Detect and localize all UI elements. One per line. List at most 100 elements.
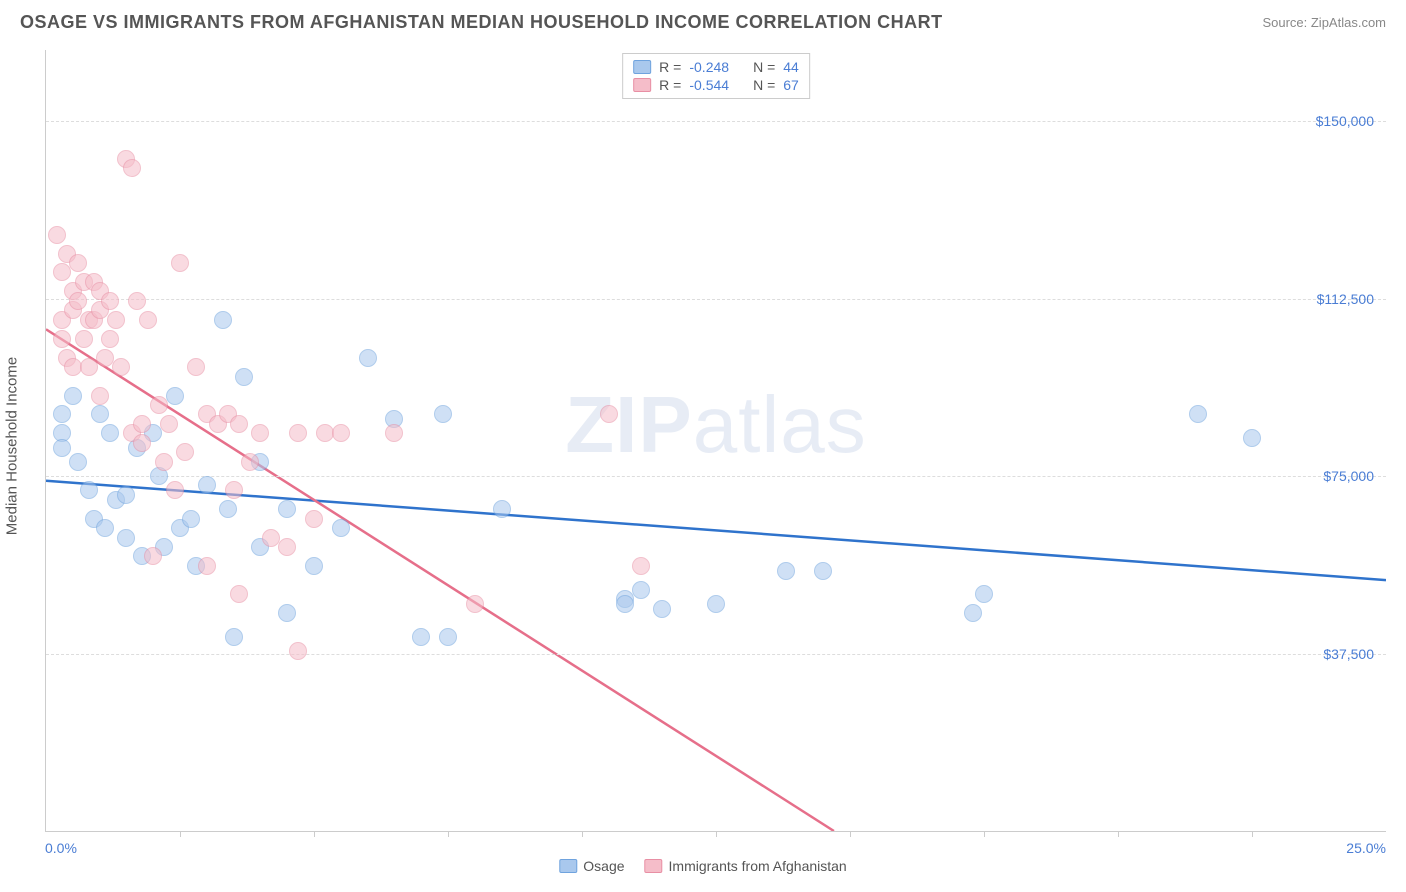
scatter-point xyxy=(155,453,173,471)
y-tick-label: $75,000 xyxy=(1323,468,1374,484)
scatter-point xyxy=(96,519,114,537)
scatter-point xyxy=(133,434,151,452)
y-tick-label: $37,500 xyxy=(1323,646,1374,662)
scatter-point xyxy=(69,254,87,272)
scatter-point xyxy=(278,604,296,622)
n-value: 44 xyxy=(783,59,799,75)
scatter-point xyxy=(278,500,296,518)
scatter-point xyxy=(101,424,119,442)
x-tick xyxy=(716,831,717,837)
scatter-point xyxy=(230,415,248,433)
scatter-point xyxy=(91,405,109,423)
correlation-chart: ZIPatlas R = -0.248 N = 44R = -0.544 N = 67 $3… xyxy=(45,50,1386,832)
scatter-point xyxy=(653,600,671,618)
scatter-point xyxy=(150,396,168,414)
scatter-point xyxy=(219,500,237,518)
stats-legend: R = -0.248 N = 44R = -0.544 N = 67 xyxy=(622,53,810,99)
scatter-point xyxy=(80,358,98,376)
stats-row: R = -0.248 N = 44 xyxy=(633,58,799,76)
scatter-point xyxy=(53,330,71,348)
scatter-point xyxy=(975,585,993,603)
x-tick xyxy=(1118,831,1119,837)
scatter-point xyxy=(814,562,832,580)
x-tick xyxy=(314,831,315,837)
scatter-point xyxy=(198,476,216,494)
scatter-point xyxy=(101,330,119,348)
r-value: -0.544 xyxy=(689,77,729,93)
scatter-point xyxy=(166,387,184,405)
scatter-point xyxy=(1243,429,1261,447)
scatter-point xyxy=(359,349,377,367)
chart-header: OSAGE VS IMMIGRANTS FROM AFGHANISTAN MED… xyxy=(0,0,1406,41)
scatter-point xyxy=(144,547,162,565)
scatter-point xyxy=(289,642,307,660)
scatter-point xyxy=(707,595,725,613)
scatter-point xyxy=(466,595,484,613)
y-tick-label: $112,500 xyxy=(1317,291,1374,307)
scatter-point xyxy=(171,254,189,272)
scatter-point xyxy=(235,368,253,386)
scatter-point xyxy=(412,628,430,646)
watermark-bold: ZIP xyxy=(565,380,692,469)
scatter-point xyxy=(133,415,151,433)
n-label: N = xyxy=(753,59,775,75)
gridline xyxy=(46,121,1386,122)
scatter-point xyxy=(305,510,323,528)
legend-label: Immigrants from Afghanistan xyxy=(669,858,847,874)
legend-swatch xyxy=(633,78,651,92)
scatter-point xyxy=(160,415,178,433)
scatter-point xyxy=(305,557,323,575)
scatter-point xyxy=(128,292,146,310)
gridline xyxy=(46,299,1386,300)
r-label: R = xyxy=(659,59,681,75)
scatter-point xyxy=(964,604,982,622)
scatter-point xyxy=(251,424,269,442)
x-tick xyxy=(582,831,583,837)
scatter-point xyxy=(117,486,135,504)
scatter-point xyxy=(53,405,71,423)
x-axis-max-label: 25.0% xyxy=(1346,840,1386,856)
scatter-point xyxy=(69,292,87,310)
scatter-point xyxy=(493,500,511,518)
x-axis-min-label: 0.0% xyxy=(45,840,77,856)
scatter-point xyxy=(230,585,248,603)
scatter-point xyxy=(53,263,71,281)
stats-row: R =-0.544N =67 xyxy=(633,76,799,94)
scatter-point xyxy=(69,453,87,471)
scatter-point xyxy=(112,358,130,376)
n-label: N = xyxy=(753,77,775,93)
scatter-point xyxy=(225,628,243,646)
source-label: Source: ZipAtlas.com xyxy=(1262,15,1386,30)
scatter-point xyxy=(187,358,205,376)
scatter-point xyxy=(107,311,125,329)
x-tick xyxy=(850,831,851,837)
watermark-rest: atlas xyxy=(693,380,867,469)
x-tick xyxy=(984,831,985,837)
scatter-point xyxy=(48,226,66,244)
n-value: 67 xyxy=(783,77,799,93)
legend-item: Osage xyxy=(559,858,624,874)
x-tick xyxy=(448,831,449,837)
chart-title: OSAGE VS IMMIGRANTS FROM AFGHANISTAN MED… xyxy=(20,12,943,33)
scatter-point xyxy=(241,453,259,471)
scatter-point xyxy=(182,510,200,528)
scatter-point xyxy=(616,595,634,613)
scatter-point xyxy=(262,529,280,547)
legend-swatch xyxy=(633,60,651,74)
scatter-point xyxy=(123,159,141,177)
scatter-point xyxy=(289,424,307,442)
scatter-point xyxy=(632,581,650,599)
y-axis-label: Median Household Income xyxy=(4,357,21,535)
r-value: -0.248 xyxy=(689,59,729,75)
scatter-point xyxy=(64,387,82,405)
gridline xyxy=(46,476,1386,477)
scatter-point xyxy=(176,443,194,461)
series-legend: Osage Immigrants from Afghanistan xyxy=(559,858,846,874)
scatter-point xyxy=(96,349,114,367)
scatter-point xyxy=(75,330,93,348)
scatter-point xyxy=(53,439,71,457)
scatter-point xyxy=(198,557,216,575)
scatter-point xyxy=(80,481,98,499)
gridline xyxy=(46,654,1386,655)
scatter-point xyxy=(439,628,457,646)
